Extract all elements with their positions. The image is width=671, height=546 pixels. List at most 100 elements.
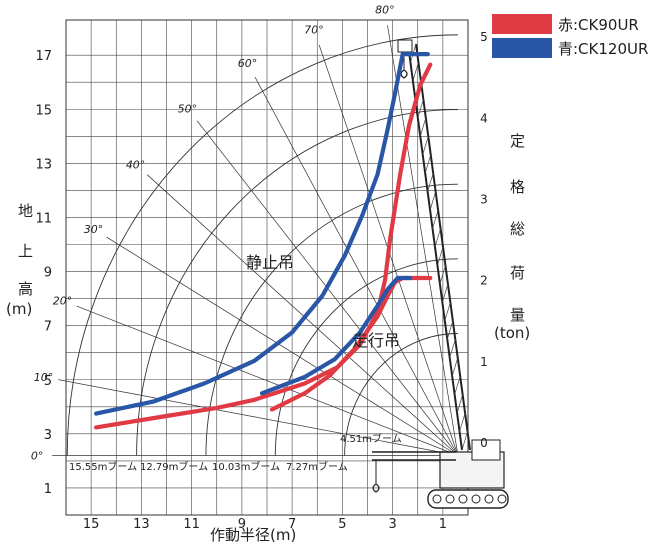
- y-axis-unit: (m): [6, 300, 33, 318]
- x-tick-label: 11: [183, 517, 200, 532]
- y2-axis-title-char: 総: [510, 220, 526, 238]
- angle-ray: [76, 305, 459, 456]
- x-axis-title: 作動半径(m): [210, 526, 297, 544]
- x-tick-label: 1: [439, 517, 447, 532]
- y2-axis-title-char: 荷: [510, 264, 526, 282]
- y2-tick-label: 4: [480, 111, 488, 125]
- track-wheel: [484, 494, 494, 504]
- crane-track: [427, 489, 509, 509]
- y2-axis-title-char: 定: [510, 132, 526, 150]
- boom-arcs: [66, 34, 458, 456]
- y2-tick-label: 1: [480, 355, 488, 369]
- y2-tick-label: 2: [480, 274, 488, 288]
- boom-lattice: [432, 209, 439, 229]
- boom-length-label: 7.27mブーム: [286, 460, 348, 473]
- boom-lattice: [417, 99, 424, 118]
- legend-item-ck90ur: 赤:CK90UR: [492, 12, 648, 36]
- series-lines: [93, 51, 433, 430]
- angle-label: 60°: [238, 57, 258, 70]
- y2-axis-unit: (ton): [494, 324, 531, 342]
- boom-arc: [136, 109, 458, 456]
- crane-cab: [471, 439, 501, 461]
- boom-lattice: [424, 154, 432, 174]
- boom-lattice: [456, 394, 463, 414]
- y2-axis-title-char: 量: [510, 306, 526, 324]
- boom-arc: [274, 258, 458, 456]
- boom-lattice: [429, 191, 436, 211]
- angle-label: 70°: [304, 24, 324, 37]
- boom-lattice: [427, 173, 434, 192]
- x-tick-label: 13: [133, 517, 150, 532]
- legend: 赤:CK90UR 青:CK120UR: [492, 12, 648, 60]
- boom-arc: [344, 333, 458, 456]
- boom-lattice: [446, 320, 454, 340]
- angle-label: 30°: [84, 223, 104, 236]
- y-tick-label: 7: [44, 320, 52, 335]
- angle-ray: [254, 77, 459, 456]
- angle-ray: [146, 174, 459, 456]
- y-tick-label: 9: [44, 266, 52, 281]
- boom-lattice: [449, 339, 456, 358]
- track-wheel: [497, 494, 507, 504]
- y-tick-label: 13: [35, 157, 52, 172]
- boom-lattice: [439, 265, 446, 285]
- boom-lattice: [422, 136, 429, 155]
- y-axis-title-char: 高: [18, 280, 34, 298]
- legend-label: 青:CK120UR: [558, 39, 649, 58]
- boom-lattice: [451, 357, 459, 377]
- angle-label: 80°: [375, 3, 395, 16]
- x-tick-label: 9: [238, 517, 246, 532]
- y-tick-label: 1: [44, 482, 52, 497]
- x-tick-label: 5: [338, 517, 346, 532]
- angle-ray: [387, 25, 459, 456]
- boom-lattice: [412, 62, 419, 82]
- y-tick-label: 15: [35, 103, 52, 118]
- y-axis-title-char: 地: [18, 202, 34, 220]
- boom-length-label: 12.79mブーム: [140, 460, 208, 473]
- y2-tick-label: 3: [480, 193, 488, 207]
- track-wheel: [471, 494, 481, 504]
- boom-arc: [66, 34, 458, 456]
- boom-lattice: [442, 283, 449, 303]
- y2-tick-label: 5: [480, 30, 488, 44]
- track-wheel: [458, 494, 468, 504]
- series-line: [259, 275, 413, 396]
- y-tick-label: 11: [35, 211, 52, 226]
- crane-illustration: [372, 39, 509, 509]
- annotation: 静止吊: [246, 253, 294, 272]
- annotation: 走行吊: [352, 331, 400, 350]
- y-tick-label: 5: [44, 374, 52, 389]
- angle-ray: [106, 236, 459, 456]
- angle-label: 50°: [178, 102, 198, 115]
- boom-lattice: [434, 228, 441, 248]
- y-tick-label: 17: [35, 49, 52, 64]
- boom-lattice: [437, 246, 444, 266]
- hook: [372, 483, 380, 493]
- x-tick-label: 3: [388, 517, 396, 532]
- boom-length-label: 15.55mブーム: [69, 460, 137, 473]
- boom-lattice: [419, 117, 427, 137]
- legend-item-ck120ur: 青:CK120UR: [492, 36, 648, 60]
- y-tick-label: 3: [44, 428, 52, 443]
- boom-arc: [205, 183, 458, 456]
- grid: [65, 19, 469, 516]
- y2-tick-label: 0: [480, 436, 488, 450]
- hook: [400, 69, 408, 79]
- chart-text: 15 13 11 9 7 5 3 1171513119753154321080°70°60°5…: [31, 3, 488, 532]
- angle-label: 20°: [53, 295, 73, 308]
- boom-lattice: [454, 376, 461, 395]
- boom-length-label: 10.03mブーム: [212, 460, 280, 473]
- boom-lattice: [461, 431, 468, 451]
- legend-swatch-blue: [492, 38, 552, 58]
- angle-rays: [52, 25, 459, 456]
- y2-axis-title-char: 格: [510, 178, 526, 196]
- y-axis-title-char: 上: [18, 242, 34, 260]
- angle-label: 0°: [31, 449, 44, 462]
- boom-lattice: [459, 412, 466, 432]
- legend-label: 赤:CK90UR: [558, 15, 639, 34]
- legend-swatch-red: [492, 14, 552, 34]
- angle-label: 10°: [34, 371, 54, 384]
- boom-head: [397, 39, 413, 53]
- x-tick-label: 7: [288, 517, 296, 532]
